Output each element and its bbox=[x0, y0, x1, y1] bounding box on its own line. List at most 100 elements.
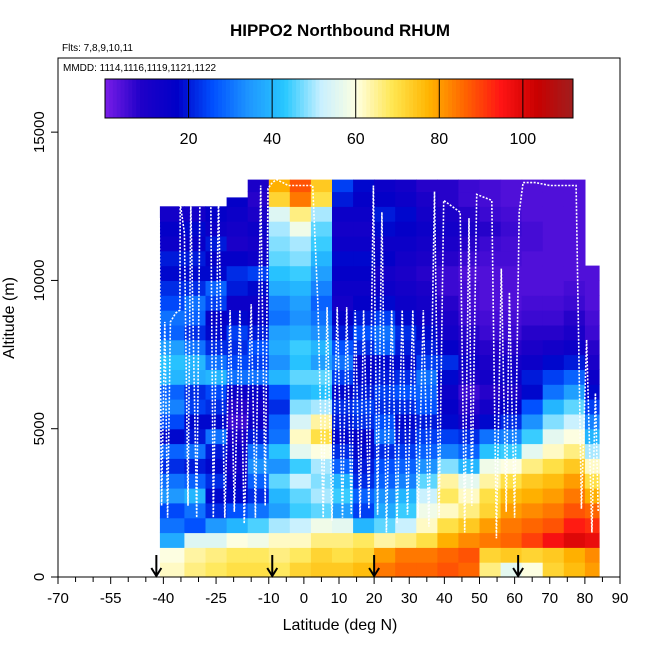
heatmap-cell bbox=[353, 458, 375, 474]
colorbar-swatch bbox=[300, 79, 305, 118]
colorbar-swatch bbox=[144, 79, 149, 118]
heatmap-cell bbox=[437, 413, 460, 430]
x-axis-label: Latitude (deg N) bbox=[283, 617, 398, 634]
colorbar-swatch bbox=[108, 79, 114, 118]
heatmap-cell bbox=[479, 280, 502, 296]
heatmap-cell bbox=[374, 295, 396, 311]
heatmap-cell bbox=[268, 191, 291, 207]
colorbar-swatch bbox=[296, 79, 301, 118]
colorbar-swatch bbox=[245, 79, 250, 118]
heatmap-cell bbox=[479, 517, 502, 534]
heatmap-cell bbox=[332, 310, 354, 326]
heatmap-cell bbox=[226, 265, 249, 281]
heatmap-cell bbox=[247, 221, 270, 237]
colorbar-swatch bbox=[366, 79, 371, 118]
heatmap-cell bbox=[268, 502, 291, 519]
heatmap-cell bbox=[332, 179, 354, 193]
heatmap-cell bbox=[479, 265, 502, 281]
heatmap-cell bbox=[500, 458, 523, 474]
heatmap-cell bbox=[479, 458, 502, 474]
colorbar-swatch bbox=[393, 79, 398, 118]
heatmap-cell bbox=[374, 179, 396, 193]
heatmap-cell bbox=[500, 250, 523, 267]
heatmap-cell bbox=[332, 488, 354, 504]
colorbar-swatch bbox=[194, 79, 200, 118]
heatmap-cell bbox=[395, 502, 417, 519]
heatmap-cell bbox=[310, 384, 333, 400]
heatmap-cell bbox=[205, 532, 228, 548]
heatmap-cell bbox=[289, 562, 312, 578]
heatmap-cell bbox=[226, 428, 249, 445]
colorbar-swatch bbox=[276, 79, 281, 118]
heatmap-cell bbox=[563, 310, 586, 326]
heatmap-cell bbox=[395, 179, 417, 193]
flight-arrow-head bbox=[266, 567, 279, 578]
colorbar-tick-label: 20 bbox=[180, 131, 198, 148]
heatmap-cell bbox=[289, 428, 312, 445]
heatmap-cell bbox=[563, 221, 586, 237]
heatmap-cell bbox=[521, 517, 544, 534]
heatmap-cell bbox=[584, 458, 600, 474]
heatmap-cell bbox=[542, 399, 565, 415]
colorbar-swatch bbox=[424, 79, 430, 118]
heatmap-cell bbox=[500, 265, 523, 281]
heatmap-cell bbox=[268, 179, 291, 193]
heatmap-cell bbox=[268, 384, 291, 400]
colorbar-swatch bbox=[557, 79, 562, 118]
heatmap-cell bbox=[542, 354, 565, 370]
heatmap-cell bbox=[542, 413, 565, 430]
heatmap-cell bbox=[563, 384, 586, 400]
heatmap-cell bbox=[437, 473, 460, 489]
heatmap-cell bbox=[437, 443, 460, 459]
heatmap-cell bbox=[289, 310, 312, 326]
heatmap-cell bbox=[247, 502, 270, 519]
y-tick-label: 0 bbox=[31, 573, 48, 581]
heatmap-cell bbox=[563, 562, 586, 578]
colorbar-swatch bbox=[335, 79, 340, 118]
colorbar-swatch bbox=[323, 79, 328, 118]
heatmap-cell bbox=[310, 547, 333, 563]
heatmap-cell bbox=[542, 250, 565, 267]
heatmap-cell bbox=[374, 354, 396, 370]
heatmap-cell bbox=[353, 502, 375, 519]
heatmap-cell bbox=[584, 428, 600, 445]
heatmap-cell bbox=[184, 532, 207, 548]
heatmap-cell bbox=[226, 235, 249, 252]
heatmap-cell bbox=[332, 295, 354, 311]
colorbar-swatch bbox=[350, 79, 356, 118]
heatmap-cell bbox=[521, 191, 544, 207]
heatmap-cell bbox=[226, 339, 249, 356]
heatmap-cell bbox=[184, 206, 207, 222]
heatmap-cell bbox=[521, 502, 544, 519]
x-tick-label: 60 bbox=[506, 590, 523, 607]
heatmap-cell bbox=[374, 517, 396, 534]
colorbar-swatch bbox=[522, 79, 527, 118]
heatmap-cell bbox=[437, 517, 460, 534]
colorbar-swatch bbox=[374, 79, 379, 118]
heatmap-cell bbox=[479, 413, 502, 430]
heatmap-cell bbox=[542, 324, 565, 341]
heatmap-cell bbox=[416, 191, 438, 207]
heatmap-cell bbox=[353, 339, 375, 356]
heatmap-cell bbox=[159, 443, 186, 459]
colorbar-swatch bbox=[163, 79, 168, 118]
heatmap-cell bbox=[159, 324, 186, 341]
heatmap-cell bbox=[416, 295, 438, 311]
heatmap-cell bbox=[205, 562, 228, 578]
heatmap-cell bbox=[226, 280, 249, 296]
heatmap-cell bbox=[159, 473, 186, 489]
heatmap-cell bbox=[458, 206, 481, 222]
colorbar-swatch bbox=[183, 79, 188, 118]
colorbar-swatch bbox=[409, 79, 414, 118]
heatmap-cell bbox=[563, 324, 586, 341]
colorbar-swatch bbox=[483, 79, 488, 118]
heatmap-cell bbox=[563, 502, 586, 519]
heatmap-cell bbox=[310, 399, 333, 415]
heatmap-cell bbox=[395, 413, 417, 430]
heatmap-cell bbox=[205, 517, 228, 534]
colorbar-swatch bbox=[561, 79, 566, 118]
heatmap-cell bbox=[332, 384, 354, 400]
heatmap-cell bbox=[374, 265, 396, 281]
heatmap-cell bbox=[289, 265, 312, 281]
heatmap-cell bbox=[521, 428, 544, 445]
